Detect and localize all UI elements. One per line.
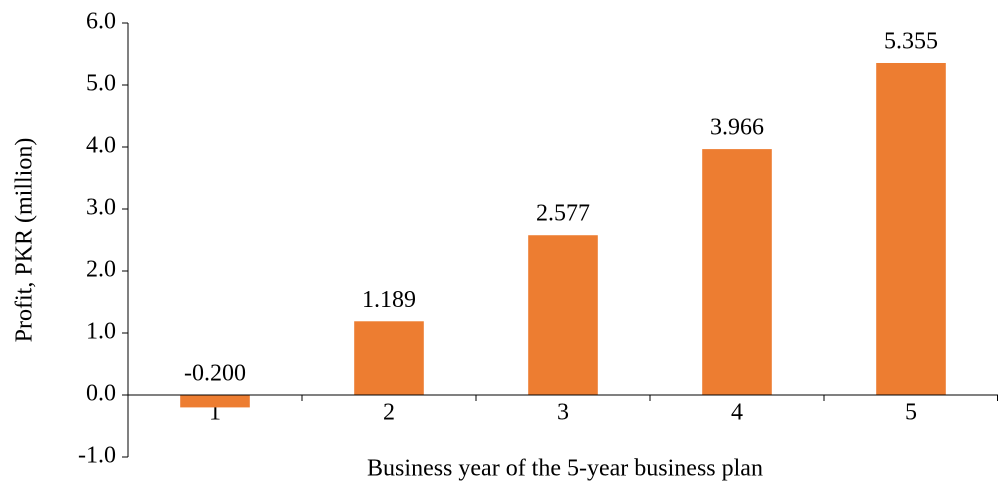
bar <box>354 321 424 395</box>
y-axis-title: Profit, PKR (million) <box>12 138 38 343</box>
y-tick-label: 1.0 <box>86 319 116 345</box>
bar <box>876 62 946 396</box>
y-tick-label: 3.0 <box>86 195 116 221</box>
data-label: 5.355 <box>884 28 938 54</box>
bar <box>528 235 598 395</box>
y-tick-label: 6.0 <box>86 9 116 35</box>
y-tick-label: 2.0 <box>86 257 116 283</box>
bar <box>702 149 772 395</box>
y-tick-label: 0.0 <box>86 381 116 407</box>
bar <box>180 395 250 408</box>
y-tick-label: 4.0 <box>86 133 116 159</box>
data-label: 1.189 <box>362 287 416 313</box>
data-label: -0.200 <box>184 361 246 387</box>
data-label: 2.577 <box>536 201 590 227</box>
x-tick-label: 4 <box>731 400 743 426</box>
data-label: 3.966 <box>710 115 764 141</box>
x-axis-title: Business year of the 5-year business pla… <box>367 456 763 482</box>
y-tick-label: 5.0 <box>86 71 116 97</box>
x-tick-label: 3 <box>557 400 569 426</box>
x-tick-label: 2 <box>383 400 395 426</box>
x-tick-label: 5 <box>905 400 917 426</box>
y-tick-label: -1.0 <box>78 443 116 469</box>
